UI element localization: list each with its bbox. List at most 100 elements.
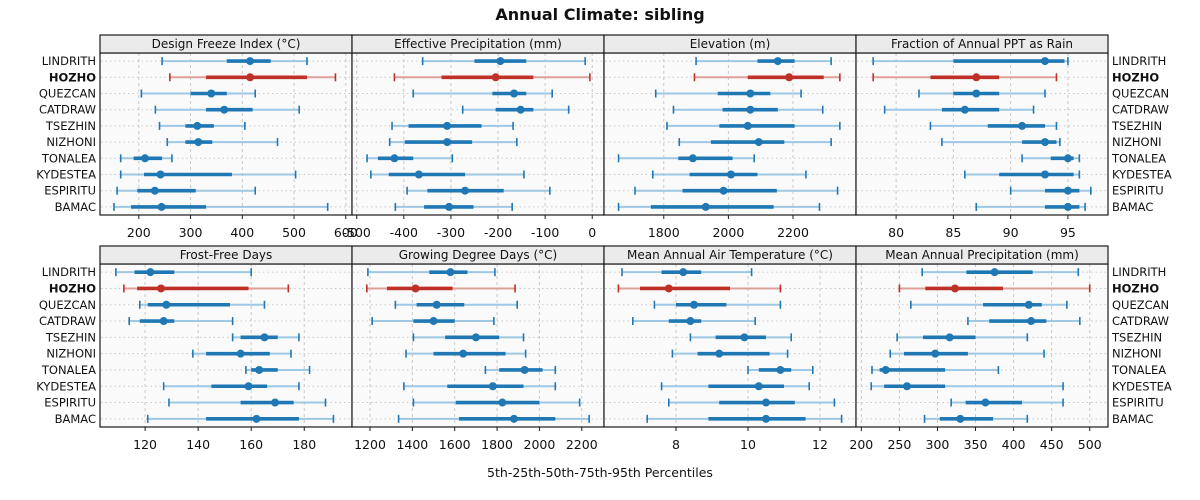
station-row-quezcan xyxy=(138,300,266,309)
x-tick-label: 8 xyxy=(672,437,680,452)
median-dot xyxy=(960,105,969,114)
panel-bg xyxy=(352,264,604,427)
station-row-nizhoni xyxy=(388,138,518,147)
median-dot xyxy=(715,349,724,358)
x-tick-label: -400 xyxy=(390,225,418,240)
x-tick-label: 140 xyxy=(186,437,210,452)
panel-bg xyxy=(100,53,352,215)
x-tick-label: 450 xyxy=(1040,437,1064,452)
station-row-lindrith xyxy=(161,57,308,66)
station-label-left: LINDRITH xyxy=(42,54,96,68)
station-label-right: BAMAC xyxy=(1112,412,1153,426)
panel-bg xyxy=(100,264,352,427)
x-tick-label: 95 xyxy=(1060,225,1076,240)
station-row-tsezhin xyxy=(666,121,841,130)
station-row-bamac xyxy=(146,414,335,423)
x-tick-label: 500 xyxy=(282,225,306,240)
station-label-right: LINDRITH xyxy=(1112,54,1166,68)
station-label-left: HOZHO xyxy=(49,281,96,295)
station-row-tsezhin xyxy=(412,333,525,342)
x-tick-label: 350 xyxy=(964,437,988,452)
station-label-left: TSEZHIN xyxy=(45,330,96,344)
station-row-quezcan xyxy=(918,89,1046,98)
median-dot xyxy=(271,398,280,407)
station-row-hozho xyxy=(123,284,290,293)
panel-title: Effective Precipitation (mm) xyxy=(394,37,562,51)
median-dot xyxy=(156,170,165,179)
x-tick-label: 90 xyxy=(1003,225,1019,240)
median-dot xyxy=(246,73,255,82)
station-label-left: HOZHO xyxy=(49,70,96,84)
panel-strip xyxy=(855,245,1109,265)
median-dot xyxy=(679,268,688,277)
median-dot xyxy=(390,154,399,163)
station-label-right: CATDRAW xyxy=(1112,314,1169,328)
median-dot xyxy=(246,57,255,66)
station-row-tsezhin xyxy=(391,121,514,130)
x-tick-label: 300 xyxy=(179,225,203,240)
station-row-espiritu xyxy=(116,186,257,195)
station-label-left: CATDRAW xyxy=(39,314,96,328)
median-dot xyxy=(516,105,525,114)
station-row-tsezhin xyxy=(896,333,1029,342)
median-dot xyxy=(491,73,500,82)
median-dot xyxy=(157,202,166,211)
x-tick-label: -300 xyxy=(437,225,465,240)
median-dot xyxy=(471,333,480,342)
panel-title: Mean Annual Air Temperature (°C) xyxy=(627,248,833,262)
median-dot xyxy=(510,414,518,423)
station-row-tonalea xyxy=(245,365,311,374)
station-row-kydestea xyxy=(119,170,297,179)
median-dot xyxy=(1018,121,1027,130)
median-dot xyxy=(429,317,438,326)
station-row-bamac xyxy=(394,202,513,211)
median-dot xyxy=(255,365,264,374)
station-row-tsezhin xyxy=(158,121,246,130)
median-dot xyxy=(1041,57,1049,66)
station-label-right: HOZHO xyxy=(1112,70,1159,84)
median-dot xyxy=(690,300,698,309)
station-row-kydestea xyxy=(870,382,1064,391)
station-row-tonalea xyxy=(617,154,756,163)
station-row-catdraw xyxy=(672,105,824,114)
median-dot xyxy=(950,284,959,293)
median-dot xyxy=(743,121,752,130)
station-row-bamac xyxy=(646,414,843,423)
median-dot xyxy=(157,284,166,293)
median-dot xyxy=(488,382,497,391)
panel-title: Mean Annual Precipitation (mm) xyxy=(885,248,1079,262)
station-row-tsezhin xyxy=(689,333,793,342)
station-row-hozho xyxy=(169,73,337,82)
median-dot xyxy=(1024,300,1033,309)
median-dot xyxy=(1041,138,1049,147)
station-row-espiritu xyxy=(412,398,581,407)
station-row-nizhoni xyxy=(192,349,292,358)
station-label-left: KYDESTEA xyxy=(36,379,96,393)
station-label-left: ESPIRITU xyxy=(44,184,96,198)
station-label-right: KYDESTEA xyxy=(1112,379,1172,393)
station-label-right: TSEZHIN xyxy=(1111,119,1162,133)
panel-title: Design Freeze Index (°C) xyxy=(152,37,301,51)
median-dot xyxy=(945,333,954,342)
station-row-bamac xyxy=(397,414,590,423)
panel-title: Frost-Free Days xyxy=(180,248,273,262)
station-row-catdraw xyxy=(371,317,495,326)
station-label-left: ESPIRITU xyxy=(44,396,96,410)
x-tick-label: 12 xyxy=(812,437,828,452)
median-dot xyxy=(972,89,981,98)
station-label-right: TONALEA xyxy=(1111,151,1166,165)
station-row-lindrith xyxy=(621,268,753,277)
median-dot xyxy=(446,268,455,277)
x-tick-label: 600 xyxy=(334,225,358,240)
station-row-tonalea xyxy=(119,154,173,163)
median-dot xyxy=(719,186,728,195)
median-dot xyxy=(162,300,171,309)
station-row-catdraw xyxy=(631,317,757,326)
station-label-right: ESPIRITU xyxy=(1112,184,1164,198)
station-label-right: KYDESTEA xyxy=(1112,168,1172,182)
figure-caption: 5th-25th-50th-75th-95th Percentiles xyxy=(487,465,713,480)
x-tick-label: 2000 xyxy=(712,225,744,240)
x-tick-label: 1600 xyxy=(439,437,471,452)
